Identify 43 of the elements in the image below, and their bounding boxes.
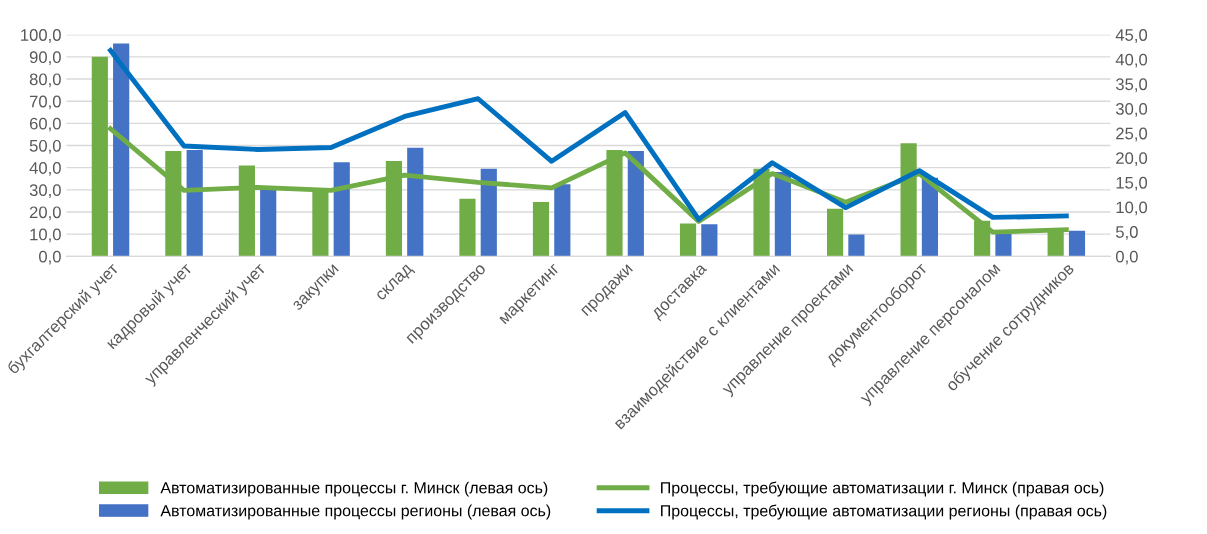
bar (480, 168, 497, 257)
y-tick-label: 50,0 (29, 139, 61, 154)
bar (627, 151, 644, 257)
y-tick-label: 0,0 (39, 250, 61, 265)
y-tick-label: 20,0 (29, 206, 61, 221)
y-tick-label: 80,0 (29, 73, 61, 88)
bar (774, 172, 791, 257)
y2-tick-label: 10,0 (1116, 201, 1148, 216)
legend-label: Автоматизированные процессы г. Минск (левая ось) (160, 481, 548, 497)
y-tick-label: 100,0 (21, 29, 61, 43)
bar (407, 147, 424, 257)
bar (995, 232, 1012, 257)
y-tick-label: 90,0 (29, 51, 61, 66)
y2-tick-label: 30,0 (1115, 102, 1148, 117)
bar (260, 189, 277, 257)
legend-label: Автоматизированные процессы регионы (левая ось) (160, 504, 551, 520)
y2-tick-label: 15,0 (1116, 176, 1148, 191)
y-tick-label: 70,0 (29, 95, 61, 110)
line-series (108, 48, 1069, 222)
legend-label: Процессы, требующие автоматизации регионы (правая ось) (661, 504, 1107, 520)
bar (701, 224, 718, 257)
bar (532, 202, 550, 257)
bar (679, 223, 697, 257)
bar (459, 198, 476, 257)
legend-label: Процессы, требующие автоматизации г. Минск (правая ось) (661, 481, 1104, 497)
y2-tick-label: 35,0 (1115, 78, 1148, 93)
bar (113, 43, 130, 257)
y2-tick-label: 25,0 (1116, 127, 1148, 142)
y2-tick-label: 20,0 (1116, 152, 1148, 166)
bar (1068, 230, 1086, 257)
y-tick-label: 10,0 (30, 228, 61, 243)
y-tick-label: 40,0 (29, 162, 61, 176)
y-tick-label: 30,0 (29, 184, 61, 199)
y2-tick-label: 0,0 (1115, 250, 1138, 265)
y2-tick-label: 40,0 (1115, 53, 1148, 68)
y-tick-label: 60,0 (29, 117, 61, 132)
bar (554, 184, 571, 257)
bar (848, 234, 865, 257)
bar (186, 149, 203, 257)
bar (333, 162, 350, 257)
bar (827, 208, 844, 257)
y2-tick-label: 5,0 (1115, 226, 1138, 240)
y2-tick-label: 45,0 (1115, 29, 1148, 43)
